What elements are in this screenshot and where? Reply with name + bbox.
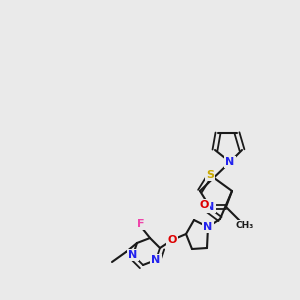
Text: S: S: [206, 170, 214, 180]
Text: O: O: [167, 235, 177, 245]
Text: N: N: [206, 202, 214, 212]
Text: N: N: [152, 255, 160, 265]
Text: CH₃: CH₃: [236, 220, 254, 230]
Text: N: N: [225, 157, 235, 167]
Text: O: O: [199, 200, 209, 210]
Text: N: N: [203, 222, 213, 232]
Text: N: N: [128, 250, 138, 260]
Text: F: F: [137, 219, 145, 229]
